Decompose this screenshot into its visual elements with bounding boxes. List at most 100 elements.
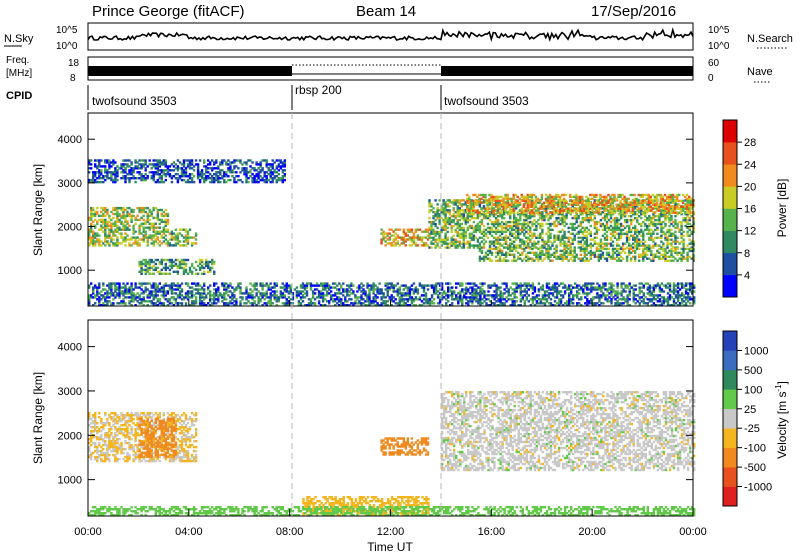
heatmap-cell [581, 236, 584, 239]
heatmap-cell [154, 258, 157, 262]
heatmap-cell [474, 244, 478, 247]
heatmap-cell [504, 259, 508, 262]
heatmap-cell [172, 260, 176, 264]
heatmap-cell [162, 210, 165, 214]
heatmap-cell [605, 220, 609, 224]
heatmap-cell [585, 230, 588, 234]
heatmap-cell [575, 226, 578, 230]
heatmap-cell [130, 167, 133, 170]
heatmap-cell [277, 163, 280, 166]
heatmap-cell [450, 201, 453, 204]
heatmap-cell [492, 222, 496, 226]
heatmap-cell [257, 163, 260, 166]
heatmap-cell [446, 211, 449, 214]
heatmap-cell [448, 199, 451, 202]
heatmap-cell [152, 260, 155, 264]
heatmap-cell [116, 169, 119, 172]
heatmap-cell [434, 211, 437, 214]
heatmap-cell [136, 218, 139, 222]
heatmap-cell [394, 228, 397, 231]
heatmap-cell [158, 270, 161, 273]
heatmap-cell [200, 258, 204, 262]
heatmap-cell [198, 178, 202, 182]
heatmap-cell [110, 218, 113, 222]
heatmap-cell [511, 240, 514, 243]
heatmap-cell [90, 167, 93, 170]
heatmap-cell [434, 199, 437, 202]
heatmap-cell [90, 242, 93, 245]
heatmap-cell [233, 178, 236, 182]
heatmap-cell [178, 266, 182, 270]
heatmap-cell [436, 238, 439, 241]
heatmap-cell [527, 246, 530, 249]
heatmap-cell [533, 222, 536, 226]
heatmap-cell [458, 232, 461, 235]
heatmap-cell [521, 228, 524, 232]
heatmap-cell [162, 180, 165, 184]
heatmap-cell [661, 211, 665, 214]
heatmap-cell [188, 268, 192, 272]
heatmap-cell [426, 238, 430, 241]
heatmap-cell [128, 244, 131, 247]
heatmap-cell [559, 242, 562, 245]
heatmap-cell [630, 246, 633, 249]
heatmap-cell [249, 169, 252, 172]
heatmap-cell [559, 222, 562, 226]
heatmap-cell [591, 244, 595, 247]
heatmap-cell [428, 234, 431, 237]
heatmap-cell [140, 177, 143, 180]
heatmap-cell [557, 236, 560, 239]
heatmap-cell [150, 167, 153, 170]
heatmap-cell [454, 242, 457, 245]
heatmap-cell [609, 201, 613, 204]
heatmap-cell [124, 226, 127, 229]
heatmap-cell [424, 242, 428, 245]
heatmap-cell [267, 167, 270, 170]
heatmap-cell [98, 173, 101, 176]
heatmap-cell [646, 253, 649, 256]
heatmap-cell [259, 161, 262, 164]
heatmap-cell [474, 216, 478, 220]
heatmap-cell [605, 226, 609, 230]
heatmap-cell [184, 230, 188, 233]
heatmap-cell [438, 222, 441, 226]
heatmap-cell [225, 180, 228, 184]
heatmap-cell [209, 180, 212, 184]
heatmap-cell [515, 216, 518, 220]
heatmap-cell [144, 268, 147, 272]
heatmap-cell [605, 222, 609, 226]
heatmap-cell [144, 220, 147, 223]
heatmap-cell [486, 236, 490, 239]
heatmap-cell [160, 175, 163, 178]
heatmap-cell [215, 178, 218, 182]
heatmap-cell [632, 236, 635, 239]
heatmap-cell [267, 169, 270, 172]
heatmap-cell [595, 232, 599, 235]
heatmap-cell [215, 161, 218, 164]
heatmap-cell [148, 272, 151, 275]
heatmap-cell [271, 180, 274, 184]
heatmap-cell [615, 222, 619, 226]
heatmap-cell [496, 238, 500, 241]
heatmap-cell [96, 234, 99, 237]
heatmap-cell [521, 230, 524, 234]
heatmap-cell [525, 230, 528, 234]
heatmap-cell [382, 236, 385, 239]
heatmap-cell [517, 251, 520, 254]
heatmap-cell [450, 218, 453, 222]
heatmap-cell [400, 242, 403, 245]
heatmap-cell [122, 175, 125, 178]
cpid-segment-3: twofsound 3503 [444, 94, 529, 108]
heatmap-cell [640, 222, 643, 226]
heatmap-cell [450, 238, 453, 241]
heatmap-cell [517, 226, 520, 230]
heatmap-cell [623, 215, 627, 218]
heatmap-cell [474, 224, 478, 228]
heatmap-cell [644, 244, 647, 247]
heatmap-cell [428, 201, 431, 204]
heatmap-cell [662, 242, 665, 245]
heatmap-cell [434, 232, 437, 235]
heatmap-cell [88, 161, 91, 164]
heatmap-cell [267, 173, 270, 176]
